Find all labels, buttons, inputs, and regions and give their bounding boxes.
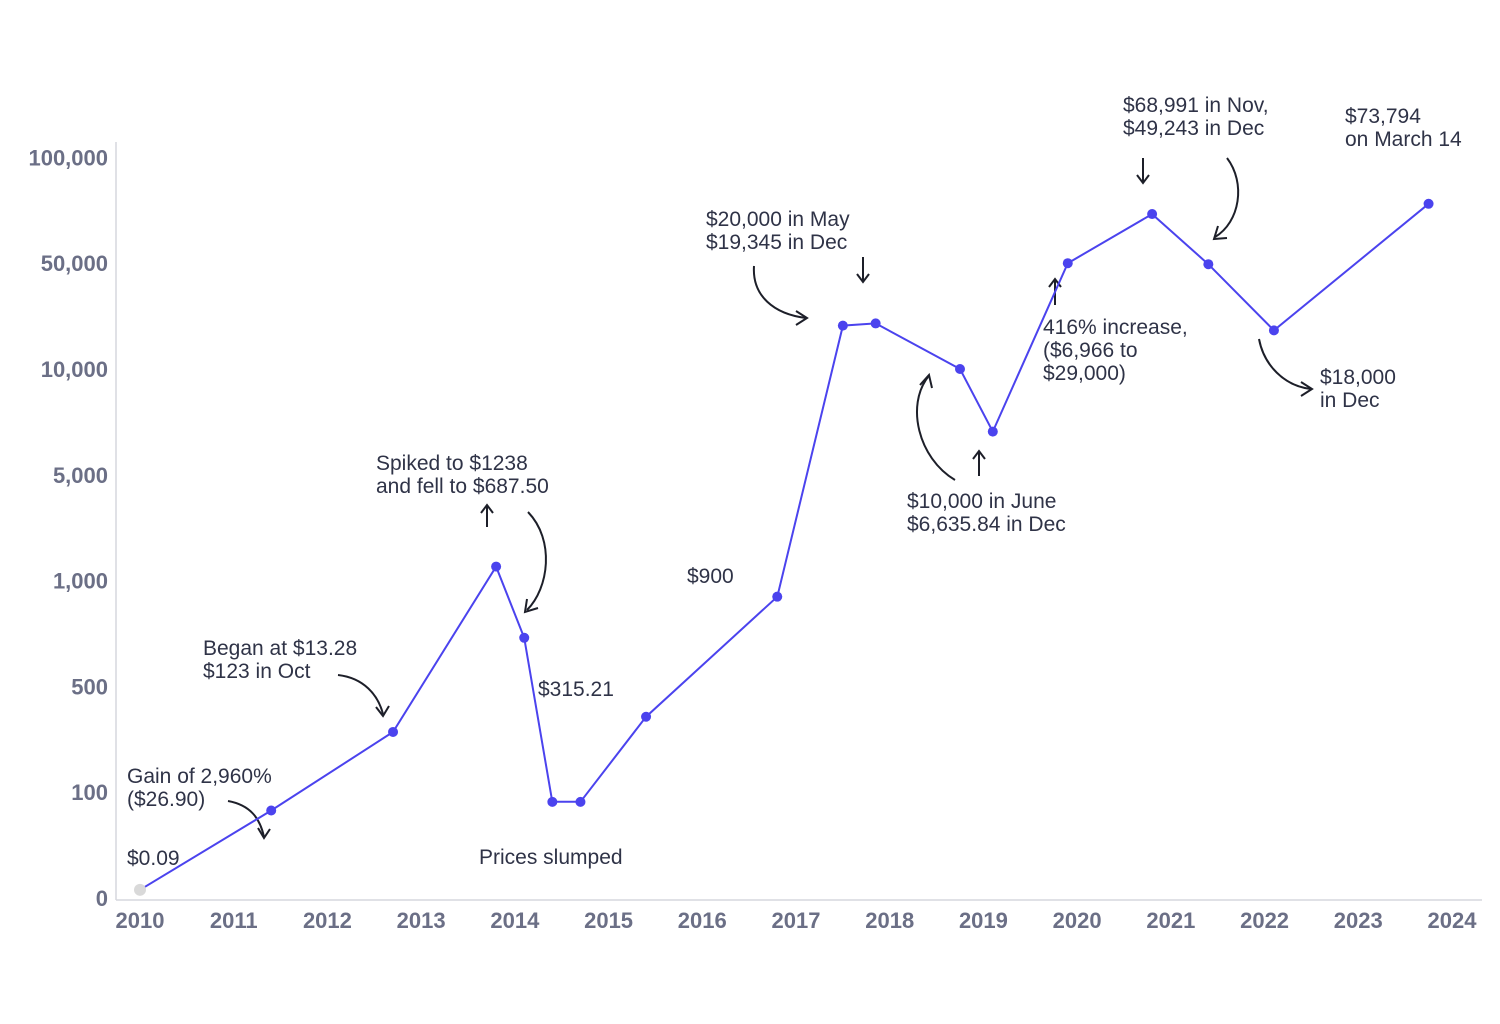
annotation-416: 416% increase, ($6,966 to $29,000): [1043, 316, 1188, 385]
x-tick-label: 2020: [1053, 908, 1102, 933]
annotation-line: $315.21: [538, 678, 614, 701]
annotation-10000: $10,000 in June $6,635.84 in Dec: [907, 490, 1066, 536]
price-series: [139, 203, 1430, 891]
y-tick-label: 0: [96, 886, 108, 911]
arrow-20000-curve: [752, 265, 809, 326]
data-point: [641, 711, 652, 722]
data-point: [491, 561, 502, 572]
annotation-line: Spiked to $1238: [376, 452, 528, 475]
data-point: [519, 632, 530, 643]
x-tick-label: 2018: [865, 908, 914, 933]
data-point: [388, 726, 399, 737]
annotation-spiked: Spiked to $1238 and fell to $687.50: [376, 452, 549, 498]
arrow-began: [337, 674, 390, 718]
x-tick-label: 2024: [1428, 908, 1478, 933]
annotation-line: ($26.90): [127, 788, 205, 811]
arrow-49243-curve: [1212, 157, 1240, 241]
annotation-line: $68,991 in Nov,: [1123, 94, 1269, 117]
annotation-line: $18,000: [1320, 366, 1396, 389]
annotation-line: and fell to $687.50: [376, 475, 549, 498]
x-tick-label: 2013: [397, 908, 446, 933]
annotation-line: Prices slumped: [479, 846, 623, 869]
data-point: [870, 318, 881, 329]
x-tick-label: 2014: [490, 908, 540, 933]
annotation-line: $73,794: [1345, 105, 1421, 128]
arrow-gain: [227, 800, 271, 840]
annotations: $0.09 Gain of 2,960% ($26.90) Began at $13.…: [127, 94, 1462, 870]
data-point: [1203, 259, 1214, 270]
annotation-line: $900: [687, 565, 734, 588]
x-tick-label: 2016: [678, 908, 727, 933]
annotation-315: $315.21: [538, 678, 614, 701]
x-tick-label: 2011: [210, 908, 258, 933]
data-point: [575, 796, 586, 807]
data-point: [1147, 209, 1158, 220]
annotation-line: $6,635.84 in Dec: [907, 513, 1066, 536]
y-tick-label: 100,000: [28, 145, 108, 170]
annotation-line: $49,243 in Dec: [1123, 117, 1264, 140]
annotation-arrows: [227, 157, 1314, 840]
chart-axes: [115, 142, 1482, 901]
annotation-line: $20,000 in May: [706, 208, 850, 231]
y-tick-label: 10,000: [41, 357, 108, 382]
arrow-68991-down: [1136, 158, 1150, 185]
annotation-900: $900: [687, 565, 734, 588]
series-points: [134, 198, 1434, 896]
annotation-start: $0.09: [127, 847, 180, 870]
y-tick-label: 1,000: [53, 569, 108, 594]
start-data-point: [134, 883, 146, 896]
y-tick-label: 50,000: [41, 251, 108, 276]
series-line: [139, 203, 1430, 891]
x-tick-label: 2017: [772, 908, 821, 933]
annotation-began: Began at $13.28 $123 in Oct: [203, 637, 357, 683]
arrow-20000-down: [856, 257, 870, 284]
annotation-line: $0.09: [127, 847, 180, 870]
annotation-line: $29,000): [1043, 362, 1126, 385]
arrow-10000-curve: [916, 372, 956, 481]
y-tick-label: 5,000: [53, 463, 108, 488]
x-tick-label: 2023: [1334, 908, 1383, 933]
data-point: [987, 426, 998, 437]
annotation-gain: Gain of 2,960% ($26.90): [127, 765, 272, 811]
y-tick-label: 100: [71, 780, 108, 805]
annotation-line: $10,000 in June: [907, 490, 1056, 513]
data-point: [1062, 258, 1073, 269]
arrow-18000-curve: [1258, 338, 1314, 397]
data-point: [266, 805, 277, 816]
annotation-line: in Dec: [1320, 389, 1380, 412]
y-tick-labels: 0 100 500 1,000 5,000 10,000 50,000 100,000: [28, 145, 108, 911]
annotation-73794: $73,794 on March 14: [1345, 105, 1462, 151]
annotation-20000: $20,000 in May $19,345 in Dec: [706, 208, 850, 254]
x-tick-label: 2015: [584, 908, 633, 933]
annotation-line: on March 14: [1345, 128, 1462, 151]
x-tick-label: 2021: [1146, 908, 1195, 933]
data-point: [772, 591, 783, 602]
annotation-18000: $18,000 in Dec: [1320, 366, 1396, 412]
x-tick-label: 2010: [116, 908, 165, 933]
data-point: [837, 320, 848, 331]
data-point: [547, 796, 558, 807]
y-tick-label: 500: [71, 674, 108, 699]
annotation-line: $19,345 in Dec: [706, 231, 847, 254]
x-tick-labels: 2010 2011 2012 2013 2014 2015 2016 2017 2018 2019…: [116, 908, 1478, 933]
data-point: [1268, 325, 1279, 336]
arrow-6635-up: [972, 449, 986, 476]
data-point: [1423, 198, 1434, 209]
annotation-line: Gain of 2,960%: [127, 765, 272, 788]
annotation-slumped: Prices slumped: [479, 846, 623, 869]
x-tick-label: 2022: [1240, 908, 1289, 933]
arrow-spiked-curve: [523, 511, 547, 614]
annotation-line: Began at $13.28: [203, 637, 357, 660]
x-tick-label: 2019: [959, 908, 1008, 933]
annotation-68991: $68,991 in Nov, $49,243 in Dec: [1123, 94, 1269, 140]
annotation-line: ($6,966 to: [1043, 339, 1138, 362]
x-tick-label: 2012: [303, 908, 352, 933]
arrow-spiked-up: [480, 503, 494, 527]
annotation-line: 416% increase,: [1043, 316, 1188, 339]
annotation-line: $123 in Oct: [203, 660, 311, 683]
data-point: [955, 364, 965, 374]
